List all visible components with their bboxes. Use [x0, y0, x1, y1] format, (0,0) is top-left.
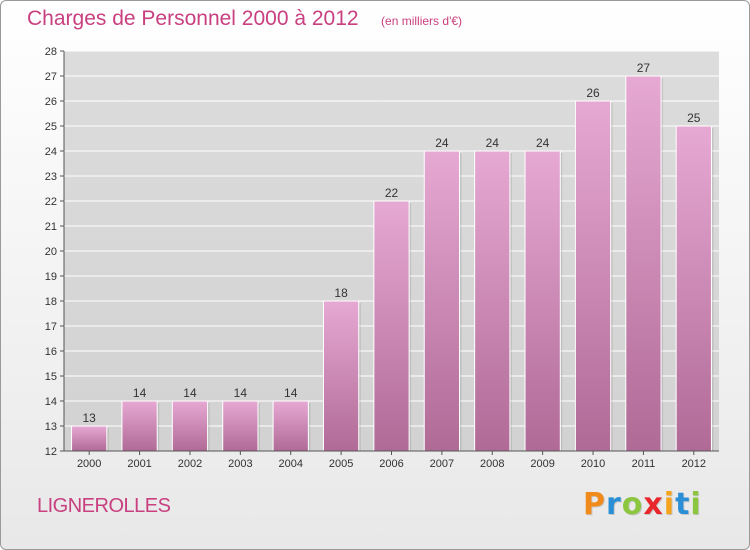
x-tick-label: 2009: [530, 458, 554, 470]
x-tick-label: 2002: [178, 458, 202, 470]
bar: [171, 400, 209, 452]
x-tick-label: 2010: [581, 458, 605, 470]
bar: [121, 400, 158, 452]
x-tick-label: 2006: [379, 458, 403, 470]
data-label: 14: [234, 386, 248, 400]
y-tick-label: 15: [45, 371, 57, 383]
bar: [322, 300, 360, 452]
y-tick-label: 14: [45, 396, 57, 408]
y-tick-label: 13: [45, 421, 57, 433]
brand-letter: i: [663, 487, 676, 522]
data-label: 24: [486, 136, 500, 150]
data-label: 25: [687, 111, 701, 125]
y-tick-label: 22: [45, 196, 57, 208]
x-tick-label: 2003: [228, 458, 252, 470]
bar: [675, 125, 712, 452]
x-tick-label: 2011: [632, 458, 656, 470]
title-row: Charges de Personnel 2000 à 2012 (en mil…: [27, 7, 462, 31]
data-label: 27: [637, 61, 651, 75]
brand-letter: o: [621, 487, 644, 522]
data-label: 24: [435, 136, 449, 150]
bar: [222, 400, 259, 452]
x-tick-label: 2001: [127, 458, 151, 470]
brand-logo[interactable]: Proxiti: [583, 487, 702, 522]
bar: [474, 150, 511, 452]
x-tick-label: 2008: [480, 458, 504, 470]
x-tick-label: 2007: [430, 458, 454, 470]
y-tick-label: 28: [45, 46, 57, 58]
y-tick-label: 19: [45, 271, 57, 283]
y-tick-label: 26: [45, 96, 57, 108]
y-tick-label: 16: [45, 346, 57, 358]
brand-letter: t: [675, 487, 691, 522]
bar: [625, 75, 662, 452]
brand-letter: P: [583, 487, 606, 522]
axes: 12 13 14 15 16 17 18 19 20 21 22 23 24 25 26 27 28 2000 20…: [45, 46, 719, 470]
bar: [524, 150, 561, 452]
y-tick-label: 12: [45, 446, 57, 458]
bar: [272, 400, 309, 452]
x-tick-label: 2012: [682, 458, 706, 470]
bar: [423, 150, 461, 452]
brand-letter: r: [606, 487, 622, 522]
y-tick-label: 23: [45, 171, 57, 183]
data-label: 14: [183, 386, 197, 400]
commune-name: LIGNEROLLES: [37, 495, 171, 517]
data-label: 24: [536, 136, 550, 150]
data-label: 22: [385, 186, 399, 200]
chart-subtitle: (en milliers d'€): [381, 14, 463, 28]
y-tick-label: 17: [45, 321, 57, 333]
data-label: 14: [133, 386, 147, 400]
data-label: 18: [334, 286, 348, 300]
chart-title: Charges de Personnel 2000 à 2012: [27, 7, 359, 30]
y-tick-label: 21: [45, 221, 57, 233]
brand-letter: i: [690, 487, 702, 522]
y-tick-label: 24: [45, 146, 57, 158]
brand-letter: x: [643, 487, 664, 522]
bar: [373, 200, 410, 452]
data-label: 13: [83, 411, 97, 425]
y-tick-label: 27: [45, 71, 57, 83]
bar: [574, 100, 612, 452]
y-tick-label: 18: [45, 296, 57, 308]
x-tick-label: 2004: [278, 458, 302, 470]
y-tick-label: 25: [45, 121, 57, 133]
y-tick-label: 20: [45, 246, 57, 258]
data-label: 26: [586, 86, 600, 100]
bar: [71, 425, 108, 452]
x-tick-label: 2005: [329, 458, 353, 470]
data-label: 14: [284, 386, 298, 400]
x-tick-label: 2000: [77, 458, 101, 470]
